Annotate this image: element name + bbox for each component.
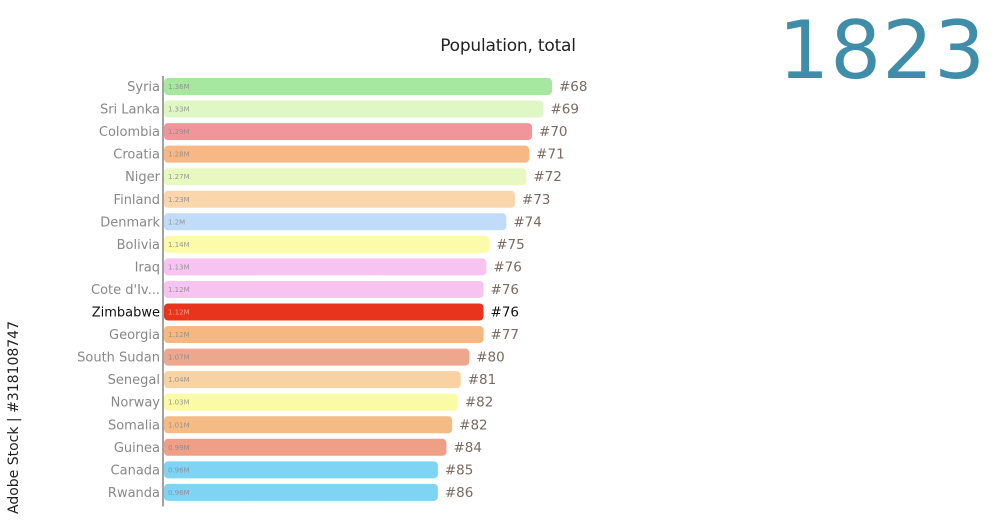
rank-label: #71 <box>536 147 565 163</box>
value-label: 1.2M <box>168 218 185 226</box>
rank-label: #73 <box>522 192 551 208</box>
rank-label: #77 <box>491 327 520 343</box>
bar-1 <box>164 100 544 118</box>
bar-10 <box>164 303 484 321</box>
category-label: Colombia <box>99 125 160 140</box>
category-label: Niger <box>125 170 161 185</box>
rank-label: #76 <box>491 305 520 321</box>
year-display: 1823 <box>778 4 986 97</box>
value-label: 1.33M <box>168 106 190 114</box>
value-label: 1.14M <box>168 241 190 249</box>
rank-label: #75 <box>496 237 525 253</box>
rank-label: #86 <box>445 485 474 501</box>
bar-5 <box>164 190 515 208</box>
rank-label: #81 <box>468 372 497 388</box>
bar-4 <box>164 168 527 186</box>
bar-6 <box>164 213 507 231</box>
value-label: 1.12M <box>168 286 190 294</box>
bar-9 <box>164 280 484 298</box>
rank-label: #68 <box>559 79 588 95</box>
bar-12 <box>164 348 470 366</box>
rank-label: #69 <box>550 102 579 118</box>
bar-8 <box>164 258 487 276</box>
rank-label: #80 <box>476 350 505 366</box>
category-label: Sri Lanka <box>100 103 160 118</box>
category-label: Syria <box>127 80 160 95</box>
chart-title: Population, total <box>440 36 576 56</box>
category-label: Georgia <box>109 328 160 343</box>
category-label: Bolivia <box>117 238 160 253</box>
bar-3 <box>164 145 530 163</box>
category-label: Somalia <box>108 418 160 433</box>
category-label: Rwanda <box>108 486 160 501</box>
value-label: 1.03M <box>168 399 190 407</box>
category-label: Senegal <box>108 373 160 388</box>
value-label: 1.28M <box>168 151 190 159</box>
value-label: 0.96M <box>168 489 190 497</box>
bar-13 <box>164 371 461 389</box>
value-label: 0.99M <box>168 444 190 452</box>
rank-label: #84 <box>453 440 482 456</box>
rank-label: #76 <box>493 259 521 275</box>
value-label: 1.07M <box>168 354 190 362</box>
category-label: Denmark <box>100 215 160 230</box>
bar-0 <box>164 78 552 95</box>
category-label: Canada <box>111 463 160 478</box>
category-label: Zimbabwe <box>92 306 160 321</box>
category-label: Norway <box>111 396 161 411</box>
bar-15 <box>164 416 453 434</box>
rank-label: #82 <box>465 395 494 411</box>
value-label: 1.23M <box>168 196 190 204</box>
bar-11 <box>164 326 484 344</box>
value-label: 1.36M <box>168 83 190 91</box>
value-label: 1.27M <box>168 173 190 181</box>
rank-label: #85 <box>445 462 474 478</box>
value-label: 1.13M <box>168 263 190 271</box>
category-label: Finland <box>114 193 160 208</box>
category-label: Croatia <box>113 148 160 163</box>
rank-label: #82 <box>459 417 488 433</box>
value-label: 1.04M <box>168 376 190 384</box>
bar-18 <box>164 483 438 501</box>
value-label: 0.96M <box>168 466 190 474</box>
value-label: 1.29M <box>168 128 190 136</box>
rank-label: #74 <box>513 214 542 230</box>
category-label: Guinea <box>114 441 160 456</box>
category-label: Cote d'Iv... <box>91 283 160 298</box>
value-label: 1.01M <box>168 421 190 429</box>
category-label: South Sudan <box>77 351 160 366</box>
rank-label: #72 <box>533 169 562 185</box>
category-label: Iraq <box>135 260 160 275</box>
bar-14 <box>164 393 458 411</box>
rank-label: #70 <box>539 124 568 140</box>
bar-2 <box>164 123 533 141</box>
bar-17 <box>164 461 438 479</box>
value-label: 1.12M <box>168 331 190 339</box>
bar-7 <box>164 235 490 253</box>
bar-16 <box>164 438 447 456</box>
rank-label: #76 <box>491 282 520 298</box>
value-label: 1.12M <box>168 309 190 317</box>
